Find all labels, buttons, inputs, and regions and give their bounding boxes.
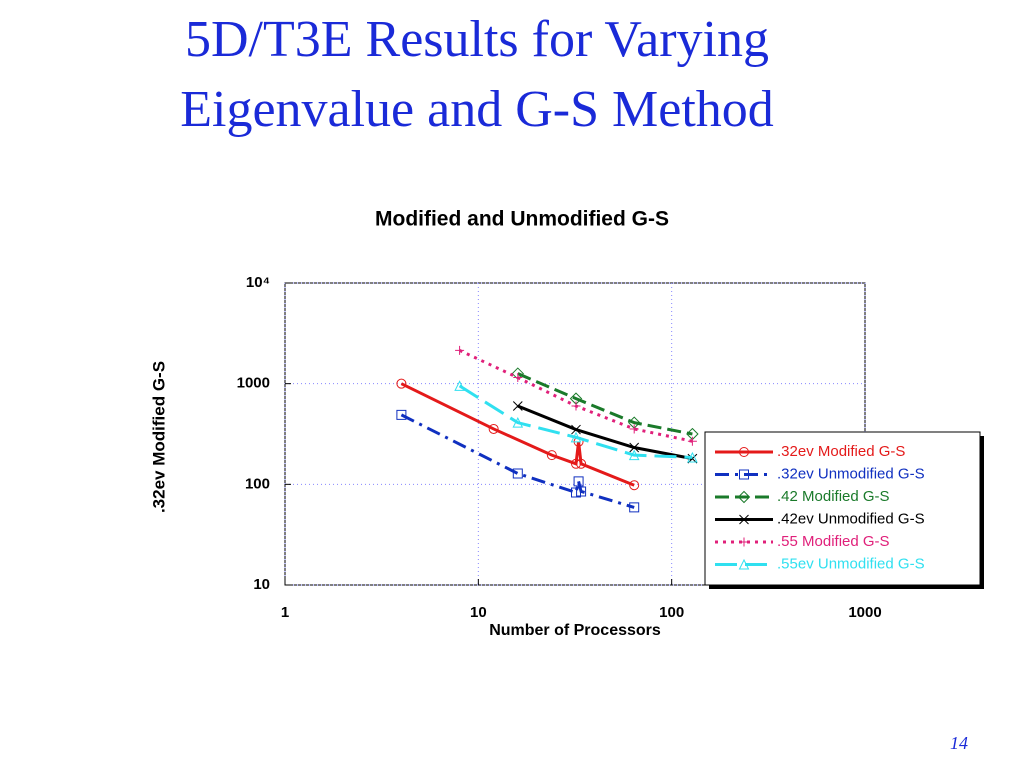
legend-label: .32ev Modified G-S — [777, 443, 905, 460]
slide-title: Eigenvalue and G-S Method — [180, 81, 774, 138]
series-line — [400, 382, 635, 487]
x-axis-label: Number of Processors — [489, 622, 661, 639]
y-axis-label: .32ev Modified G-S — [149, 361, 168, 513]
x-tick-label: 1000 — [848, 604, 881, 621]
legend-label: .55ev Unmodified G-S — [777, 555, 925, 572]
data-point — [512, 468, 523, 479]
data-point — [628, 449, 640, 461]
data-point — [687, 436, 697, 446]
data-point — [629, 502, 640, 513]
slide-title: 5D/T3E Results for Varying — [185, 11, 769, 68]
legend-marker — [739, 469, 749, 480]
series-line — [400, 413, 635, 509]
y-tick-label: 1000 — [237, 375, 270, 392]
legend-label: .42 Modified G-S — [777, 488, 890, 505]
data-point — [454, 380, 465, 391]
data-point — [570, 458, 581, 469]
y-tick-label: 10 — [253, 576, 270, 593]
x-tick-label: 1 — [281, 604, 289, 621]
legend-label: .32ev Unmodified G-S — [777, 465, 925, 482]
legend-marker — [737, 490, 751, 504]
y-tick-label: 100 — [245, 475, 270, 492]
data-point — [573, 476, 584, 487]
data-point — [571, 401, 581, 411]
data-point — [488, 423, 499, 434]
data-point — [546, 450, 557, 461]
series-line — [458, 384, 693, 459]
legend — [704, 431, 981, 586]
legend-label: .42ev Unmodified G-S — [777, 510, 925, 527]
x-tick-label: 10 — [470, 604, 487, 621]
x-tick-label: 100 — [659, 604, 684, 621]
data-point — [629, 480, 640, 491]
data-point — [512, 417, 524, 428]
page-number: 14 — [950, 733, 968, 753]
data-point — [571, 424, 581, 435]
data-point — [576, 458, 587, 469]
series-line — [517, 372, 693, 436]
data-point — [629, 442, 640, 453]
legend-marker — [739, 537, 749, 547]
data-point — [570, 431, 582, 443]
data-point — [513, 373, 523, 383]
data-point — [576, 486, 587, 497]
data-point — [687, 451, 698, 463]
legend-label: .55 Modified G-S — [777, 533, 890, 550]
data-point — [455, 345, 465, 355]
data-point — [570, 487, 581, 498]
chart-title: Modified and Unmodified G-S — [375, 208, 669, 231]
legend-marker — [739, 447, 750, 457]
data-point — [629, 424, 639, 434]
data-point — [396, 409, 407, 420]
series-line — [517, 404, 693, 461]
data-point — [396, 378, 407, 389]
y-tick-label: 10⁴ — [246, 274, 270, 291]
legend-marker — [739, 514, 749, 525]
legend-marker — [738, 558, 750, 570]
data-point — [512, 401, 523, 411]
